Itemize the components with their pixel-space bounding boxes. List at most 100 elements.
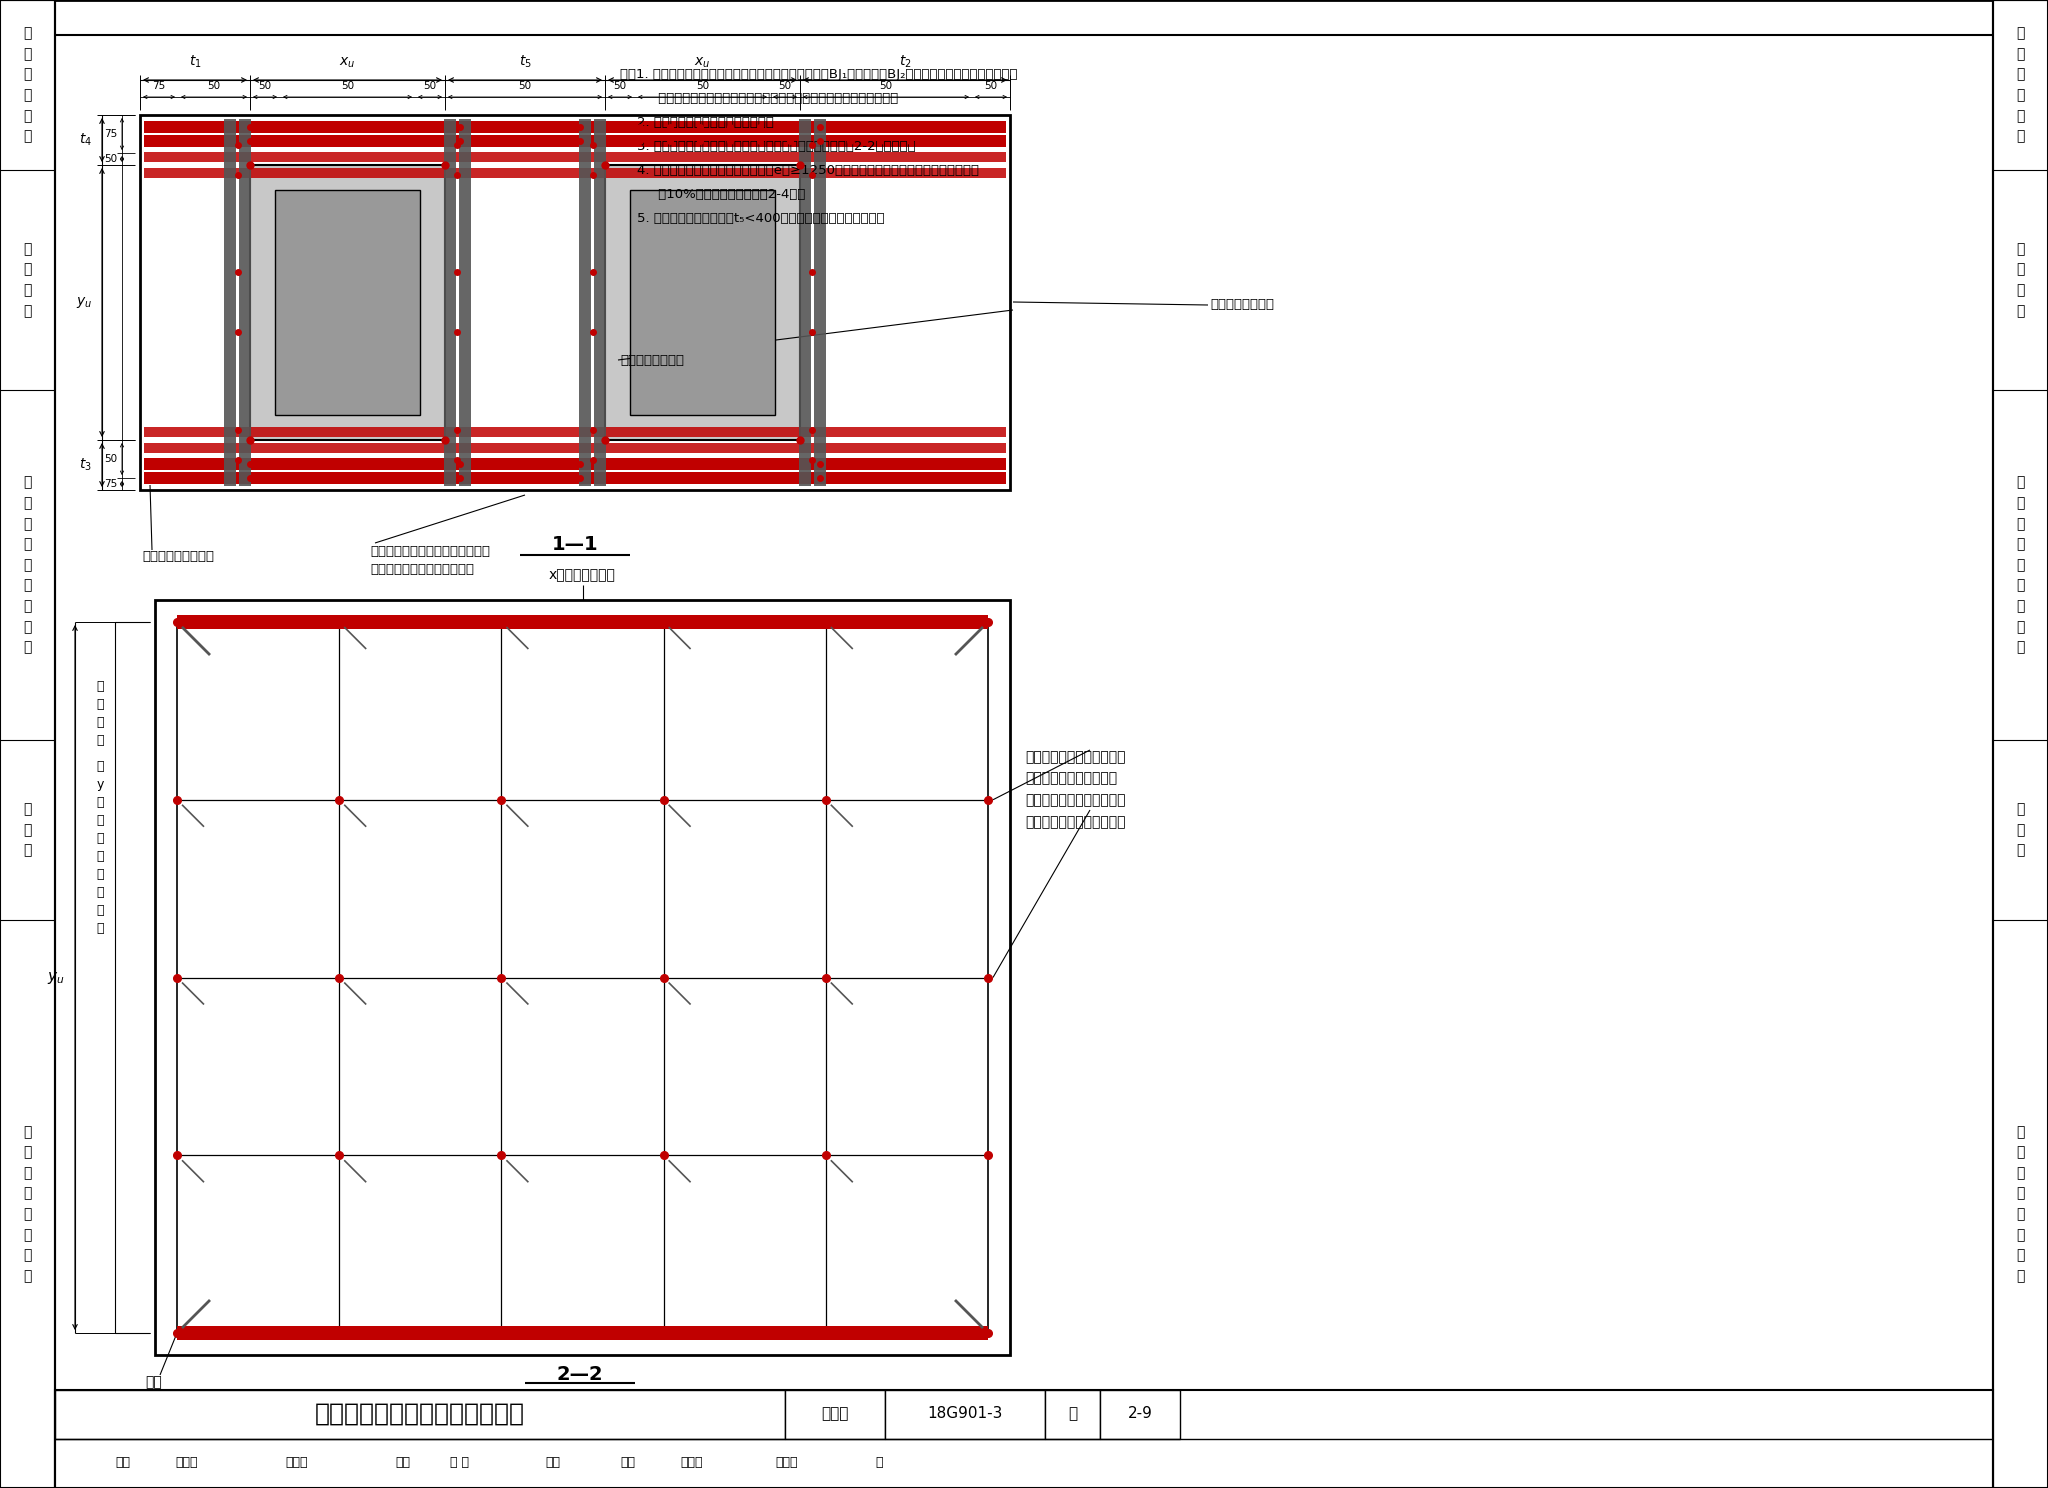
Bar bbox=[143, 472, 1006, 484]
Text: 50: 50 bbox=[104, 153, 117, 164]
Text: 一
般
构
造
要
求: 一 般 构 造 要 求 bbox=[2017, 27, 2025, 143]
Bar bbox=[55, 1390, 784, 1439]
Text: 50: 50 bbox=[424, 80, 436, 91]
Bar bbox=[176, 622, 987, 1333]
Text: 短10%配置，详见本图集第2-4页。: 短10%配置，详见本图集第2-4页。 bbox=[621, 187, 805, 201]
Bar bbox=[250, 165, 444, 440]
Text: 竖向间距同杯口壁内横向箍筋: 竖向间距同杯口壁内横向箍筋 bbox=[371, 562, 473, 576]
Text: 图集号: 图集号 bbox=[821, 1406, 848, 1421]
Text: 应在坡面上安装顶部模板，以确保混凝土能够浇筑成型、振捣密实。: 应在坡面上安装顶部模板，以确保混凝土能够浇筑成型、振捣密实。 bbox=[621, 92, 899, 106]
Bar bbox=[813, 119, 825, 487]
Bar bbox=[0, 0, 55, 1488]
Bar bbox=[143, 168, 1006, 179]
Text: 50: 50 bbox=[696, 80, 709, 91]
Text: （
y
向
中
部
竖
向
纵
筋
）: （ y 向 中 部 竖 向 纵 筋 ） bbox=[96, 760, 104, 934]
Text: 50: 50 bbox=[258, 80, 272, 91]
Text: $t_2$: $t_2$ bbox=[899, 54, 911, 70]
Text: 黄志刚: 黄志刚 bbox=[174, 1457, 197, 1470]
Text: 50: 50 bbox=[104, 454, 117, 464]
Text: $t_5$: $t_5$ bbox=[518, 54, 530, 70]
Text: $t_1$: $t_1$ bbox=[188, 54, 201, 70]
Text: 桩
基
础: 桩 基 础 bbox=[2017, 802, 2025, 857]
Bar bbox=[885, 1390, 1044, 1439]
Text: $x_u$: $x_u$ bbox=[694, 55, 711, 70]
Text: 短
柱
纵
筋: 短 柱 纵 筋 bbox=[96, 680, 104, 747]
Text: 1—1: 1—1 bbox=[551, 536, 598, 555]
Text: $y_u$: $y_u$ bbox=[76, 295, 92, 310]
Text: 一
般
构
造
要
求: 一 般 构 造 要 求 bbox=[23, 27, 31, 143]
Text: 董名叫: 董名叫 bbox=[285, 1457, 307, 1470]
Text: 75: 75 bbox=[104, 129, 117, 138]
Bar bbox=[143, 458, 1006, 470]
Text: 条
形
基
础
与
筏
形
基
础: 条 形 基 础 与 筏 形 基 础 bbox=[23, 476, 31, 655]
Text: 2—2: 2—2 bbox=[557, 1366, 604, 1384]
Bar bbox=[444, 119, 457, 487]
Text: 校对: 校对 bbox=[395, 1457, 410, 1470]
Text: 5. 当双杯口的中间壁宽度t₅<400时，设置中间杯壁构造钢筋。: 5. 当双杯口的中间壁宽度t₅<400时，设置中间杯壁构造钢筋。 bbox=[621, 211, 885, 225]
Text: 设计: 设计 bbox=[621, 1457, 635, 1470]
Bar bbox=[143, 135, 1006, 147]
Bar bbox=[594, 119, 606, 487]
Bar bbox=[176, 615, 987, 629]
Text: 角筋: 角筋 bbox=[145, 1375, 162, 1388]
Text: 18G901-3: 18G901-3 bbox=[928, 1406, 1004, 1421]
Text: 3. 双高杯口独立基础底板底部的钢筋排布构造详见本图集第2-2页的图示。: 3. 双高杯口独立基础底板底部的钢筋排布构造详见本图集第2-2页的图示。 bbox=[621, 140, 915, 153]
Text: 与
基
础
有
关
的
构
造: 与 基 础 有 关 的 构 造 bbox=[2017, 1125, 2025, 1283]
Text: 审核: 审核 bbox=[115, 1457, 129, 1470]
Text: 与
基
础
有
关
的
构
造: 与 基 础 有 关 的 构 造 bbox=[23, 1125, 31, 1283]
Bar bbox=[1044, 1390, 1100, 1439]
Bar bbox=[143, 427, 1006, 437]
Bar bbox=[784, 1390, 885, 1439]
Text: x向中部竖向纵筋: x向中部竖向纵筋 bbox=[549, 568, 616, 582]
Bar bbox=[143, 152, 1006, 162]
Text: 50: 50 bbox=[518, 80, 532, 91]
Text: 2-9: 2-9 bbox=[1128, 1406, 1153, 1421]
Bar bbox=[55, 1390, 1993, 1488]
Text: 中间杯壁内设置的拉筋，其规格、: 中间杯壁内设置的拉筋，其规格、 bbox=[371, 545, 489, 558]
Bar bbox=[631, 190, 774, 415]
Bar bbox=[580, 119, 592, 487]
Text: 75: 75 bbox=[152, 80, 166, 91]
Text: 短柱其他部位（短柱）范围
内设置拉筋，其规格、间
距同短柱其他部位箍筋，两
向相对于短柱纵筋隔一拉一: 短柱其他部位（短柱）范围 内设置拉筋，其规格、间 距同短柱其他部位箍筋，两 向相… bbox=[1024, 750, 1126, 829]
Text: $t_3$: $t_3$ bbox=[80, 457, 92, 473]
Text: 王怀元: 王怀元 bbox=[680, 1457, 702, 1470]
Text: 50: 50 bbox=[340, 80, 354, 91]
Text: 50: 50 bbox=[985, 80, 997, 91]
Text: 杯口顶部焊接钢筋网: 杯口顶部焊接钢筋网 bbox=[141, 551, 213, 562]
Text: 4. 当双高杯口基础短柱边以外尺寸（e）≥1250时，除外侧钢筋外，底板配筋长度可按减: 4. 当双高杯口基础短柱边以外尺寸（e）≥1250时，除外侧钢筋外，底板配筋长度… bbox=[621, 164, 979, 177]
Text: $y_u$: $y_u$ bbox=[47, 970, 66, 985]
Bar bbox=[176, 1326, 987, 1341]
Text: 页: 页 bbox=[1067, 1406, 1077, 1421]
Text: $t_4$: $t_4$ bbox=[80, 132, 92, 149]
Text: 2. 几何尺寸及配筋按具体结构设计。: 2. 几何尺寸及配筋按具体结构设计。 bbox=[621, 116, 774, 129]
Text: 75: 75 bbox=[104, 479, 117, 490]
Text: 潘 道: 潘 道 bbox=[451, 1457, 469, 1470]
Text: 50: 50 bbox=[614, 80, 627, 91]
Text: 桩
基
础: 桩 基 础 bbox=[23, 802, 31, 857]
Bar bbox=[143, 121, 1006, 132]
Bar bbox=[799, 119, 811, 487]
Text: $x_u$: $x_u$ bbox=[340, 55, 356, 70]
Text: 杯口壁内横向箍筋: 杯口壁内横向箍筋 bbox=[621, 354, 684, 366]
Text: 页: 页 bbox=[874, 1457, 883, 1470]
Text: 孙忆元: 孙忆元 bbox=[774, 1457, 797, 1470]
Bar bbox=[1100, 1390, 1180, 1439]
Text: 讲讲: 讲讲 bbox=[545, 1457, 559, 1470]
Bar bbox=[143, 443, 1006, 452]
Bar bbox=[139, 115, 1010, 490]
Bar bbox=[240, 119, 252, 487]
Bar bbox=[274, 190, 420, 415]
Bar bbox=[223, 119, 236, 487]
Text: 50: 50 bbox=[778, 80, 793, 91]
Text: 条
形
基
础
与
筏
形
基
础: 条 形 基 础 与 筏 形 基 础 bbox=[2017, 476, 2025, 655]
Text: 独
立
基
础: 独 立 基 础 bbox=[23, 243, 31, 318]
Bar bbox=[459, 119, 471, 487]
Text: 杯口壁内横向箍筋: 杯口壁内横向箍筋 bbox=[1210, 299, 1274, 311]
Text: 50: 50 bbox=[879, 80, 893, 91]
Text: 注：1. 双高杯口独立基础底板的截面形状可为阶梯形截面BJ₁或坡形截面BJ₂。当为坡形截面且坡度较大时，: 注：1. 双高杯口独立基础底板的截面形状可为阶梯形截面BJ₁或坡形截面BJ₂。当… bbox=[621, 68, 1018, 80]
Text: 双高杯口独立基础钢筋排布构造: 双高杯口独立基础钢筋排布构造 bbox=[315, 1402, 524, 1426]
Text: 50: 50 bbox=[207, 80, 221, 91]
Bar bbox=[604, 165, 801, 440]
Bar bbox=[1993, 0, 2048, 1488]
Bar bbox=[156, 600, 1010, 1356]
